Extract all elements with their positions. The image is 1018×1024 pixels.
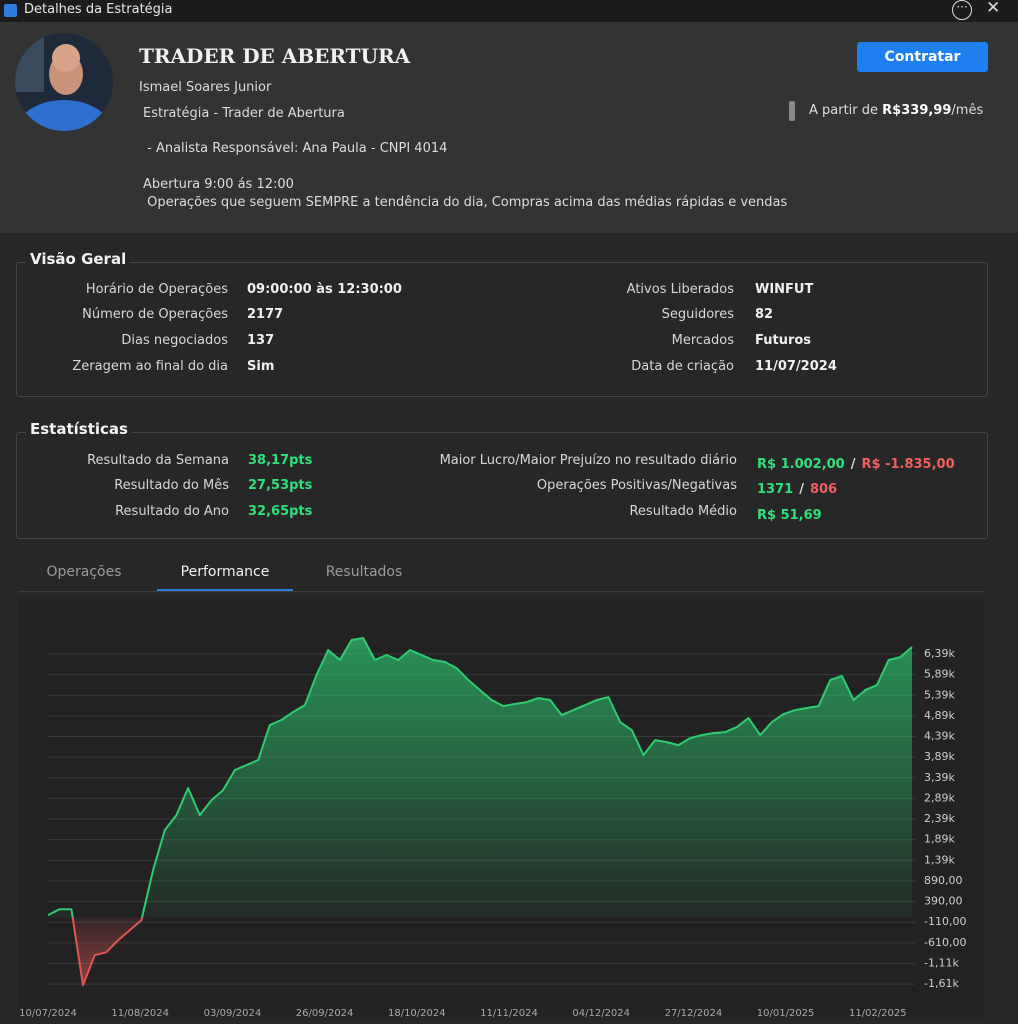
tab[interactable]: Performance xyxy=(180,564,270,580)
price-suffix: /mês xyxy=(951,103,984,118)
stat-value-part: R$ -1.835,00 xyxy=(861,457,955,472)
x-tick-label: 18/10/2024 xyxy=(388,1008,446,1019)
x-tick-label: 11/02/2025 xyxy=(849,1008,907,1019)
x-tick-label: 11/11/2024 xyxy=(480,1008,538,1019)
price: R$339,99 xyxy=(882,103,952,118)
y-tick-label: 1,39k xyxy=(924,853,955,866)
price-marker xyxy=(789,101,795,121)
title-bar xyxy=(0,0,1018,22)
strategy-name: TRADER DE ABERTURA xyxy=(139,44,411,68)
overview-box xyxy=(16,262,988,397)
field-value: 11/07/2024 xyxy=(755,359,837,374)
field-value: Futuros xyxy=(755,333,812,348)
tab-divider xyxy=(18,591,984,592)
price-row: A partir de R$339,99/mês xyxy=(809,103,983,118)
y-tick-label: 2,89k xyxy=(924,791,955,804)
stat-value: 1371 / 806 xyxy=(757,478,837,497)
y-tick-label: 4,39k xyxy=(924,730,955,743)
header xyxy=(0,22,1018,233)
separator: / xyxy=(850,457,856,472)
x-tick-label: 04/12/2024 xyxy=(572,1008,630,1019)
stat-value: 32,65pts xyxy=(248,504,313,519)
stat-label: Maior Lucro/Maior Prejuízo no resultado … xyxy=(439,453,737,468)
x-tick-label: 10/07/2024 xyxy=(19,1008,77,1019)
field-label: Ativos Liberados xyxy=(626,282,734,297)
separator: / xyxy=(799,482,804,497)
description-line: - Analista Responsável: Ana Paula - CNPI… xyxy=(143,141,448,156)
stat-value-part: R$ 51,69 xyxy=(757,508,822,523)
stat-value: 27,53pts xyxy=(248,478,313,493)
stat-value: R$ 51,69 xyxy=(757,504,822,523)
stat-label: Resultado do Ano xyxy=(115,504,229,519)
stat-value-part: R$ 1.002,00 xyxy=(757,457,845,472)
line xyxy=(47,637,913,987)
field-value: 2177 xyxy=(247,307,284,322)
y-tick-label: 5,89k xyxy=(924,668,955,681)
y-tick-label: 3,89k xyxy=(924,750,955,763)
y-tick-label: -110,00 xyxy=(924,915,966,928)
field-value: 137 xyxy=(247,333,275,348)
stat-label: Resultado Médio xyxy=(629,504,737,519)
stats-box xyxy=(16,432,988,539)
tab[interactable]: Resultados xyxy=(325,564,403,580)
field-label: Seguidores xyxy=(661,307,734,322)
y-tick-label: 890,00 xyxy=(924,874,963,887)
field-value: 82 xyxy=(755,307,774,322)
y-tick-label: 6,39k xyxy=(924,647,955,660)
x-tick-label: 27/12/2024 xyxy=(665,1008,723,1019)
stat-label: Resultado do Mês xyxy=(114,478,229,493)
y-tick-label: -1,61k xyxy=(924,977,959,990)
description-line: Estratégia - Trader de Abertura xyxy=(143,106,345,121)
field-value: 09:00:00 às 12:30:00 xyxy=(247,282,402,297)
x-tick-label: 11/08/2024 xyxy=(111,1008,169,1019)
field-label: Número de Operações xyxy=(82,307,228,322)
stat-value-part: 1371 xyxy=(757,482,794,497)
stat-value: 38,17pts xyxy=(248,453,313,468)
author: Ismael Soares Junior xyxy=(139,80,272,95)
more-button[interactable]: ··· xyxy=(952,0,972,20)
stat-label: Resultado da Semana xyxy=(87,453,229,468)
price-prefix: A partir de xyxy=(809,103,879,118)
window-title: Detalhes da Estratégia xyxy=(24,2,173,17)
y-tick-label: 3,39k xyxy=(924,771,955,784)
stat-value-part: 806 xyxy=(809,482,838,497)
stat-label: Operações Positivas/Negativas xyxy=(536,478,737,493)
stat-value: R$ 1.002,00 / R$ -1.835,00 xyxy=(757,453,955,472)
y-tick-label: -1,11k xyxy=(924,956,959,969)
close-button[interactable]: ✕ xyxy=(986,0,1001,18)
field-label: Dias negociados xyxy=(121,333,228,348)
avatar xyxy=(15,33,113,131)
field-label: Horário de Operações xyxy=(85,282,228,297)
hire-button[interactable]: Contratar xyxy=(857,42,988,72)
tab[interactable]: Operações xyxy=(46,564,122,580)
field-label: Zeragem ao final do dia xyxy=(72,359,228,374)
app-icon xyxy=(4,4,17,17)
field-label: Data de criação xyxy=(631,359,734,374)
field-value: Sim xyxy=(247,359,275,374)
description-line: Operações que seguem SEMPRE a tendência … xyxy=(143,195,788,210)
y-tick-label: -610,00 xyxy=(924,936,966,949)
y-tick-label: 1,89k xyxy=(924,833,955,846)
section-title: Estatísticas xyxy=(26,420,132,438)
x-tick-label: 10/01/2025 xyxy=(757,1008,815,1019)
y-tick-label: 390,00 xyxy=(924,895,963,908)
description-line: Abertura 9:00 ás 12:00 xyxy=(143,177,294,192)
x-tick-label: 03/09/2024 xyxy=(204,1008,262,1019)
field-value: WINFUT xyxy=(755,282,814,297)
section-title: Visão Geral xyxy=(26,250,131,268)
field-label: Mercados xyxy=(671,333,734,348)
y-tick-label: 4,89k xyxy=(924,709,955,722)
y-tick-label: 5,39k xyxy=(924,688,955,701)
y-tick-label: 2,39k xyxy=(924,812,955,825)
tab-underline xyxy=(157,589,293,591)
x-tick-label: 26/09/2024 xyxy=(296,1008,354,1019)
area xyxy=(48,638,912,986)
